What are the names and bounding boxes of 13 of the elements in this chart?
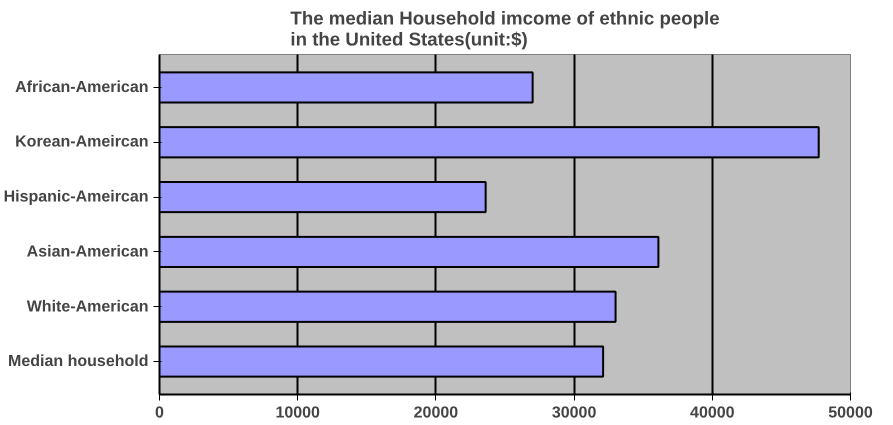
x-tick-label: 50000 bbox=[828, 404, 873, 422]
x-tick-label: 20000 bbox=[414, 404, 458, 422]
y-tick-label: Asian-American bbox=[26, 243, 149, 260]
y-tick-label: White-American bbox=[26, 298, 148, 316]
x-tick-label: 0 bbox=[155, 404, 164, 422]
y-tick-label: Hispanic-Ameircan bbox=[4, 188, 148, 206]
y-tick-label: Korean-Ameircan bbox=[15, 134, 148, 151]
x-tick-label: 10000 bbox=[275, 404, 320, 422]
y-tick-label: African-American bbox=[15, 78, 148, 96]
y-tick-label: Median household bbox=[8, 353, 149, 370]
chart-title: The median Household imcome of ethnic people in the United States(unit:$) bbox=[290, 8, 720, 50]
x-tick-label: 40000 bbox=[690, 404, 735, 422]
x-tick-label: 30000 bbox=[552, 404, 596, 422]
